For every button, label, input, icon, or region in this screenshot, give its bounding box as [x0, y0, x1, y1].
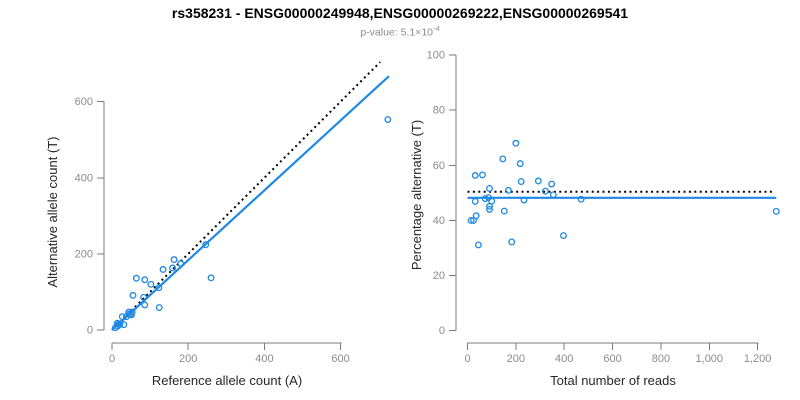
scatter-point	[486, 184, 493, 192]
scatter-point	[471, 172, 479, 179]
scatter-point	[177, 259, 185, 267]
right-x-axis-label: Total number of reads	[550, 373, 676, 388]
scatter-point	[486, 205, 493, 213]
scatter-point	[504, 186, 512, 194]
scatter-point	[772, 207, 780, 215]
fit-line	[111, 75, 390, 331]
scatter-point	[534, 177, 542, 185]
scatter-point	[132, 274, 140, 282]
scatter-point	[140, 293, 148, 301]
left-plot: 0 200 400 600 0 200 400 600	[75, 61, 392, 365]
x-tick-label: 200	[179, 353, 197, 365]
y-tick-label: 40	[433, 215, 445, 227]
x-tick-label: 400	[255, 353, 273, 365]
x-tick-label: 0	[464, 353, 470, 365]
x-tick-label: 0	[109, 353, 115, 365]
scatter-point	[202, 241, 210, 249]
left-y-axis-label: Alternative allele count (T)	[45, 136, 60, 287]
scatter-point	[474, 241, 482, 249]
scatter-point	[499, 155, 507, 163]
y-tick-label: 0	[87, 325, 93, 337]
p-value-exponent: -4	[433, 24, 440, 33]
scatter-point	[549, 191, 557, 199]
y-tick-label: 80	[433, 105, 445, 117]
scatter-point	[560, 232, 567, 240]
scatter-point	[520, 196, 528, 204]
p-value-text: p-value: 5.1×10	[360, 26, 433, 39]
identity-line	[111, 61, 381, 331]
scatter-point	[129, 291, 137, 299]
scatter-point	[467, 216, 475, 224]
left-x-axis-label: Reference allele count (A)	[152, 373, 302, 388]
scatter-point	[170, 256, 178, 264]
scatter-point	[508, 238, 516, 246]
right-y-axis-label: Percentage alternative (T)	[409, 120, 424, 270]
y-tick-label: 60	[433, 160, 445, 172]
scatter-point	[141, 301, 149, 309]
scatter-point	[548, 180, 556, 188]
x-tick-label: 800	[652, 353, 670, 365]
scatter-point	[541, 187, 549, 195]
right-plot: 0 20 40 60 80 100 0 200 400 600 800 1,000 1,200	[427, 50, 780, 365]
x-tick-label: 600	[603, 353, 621, 365]
x-tick-label: 1,200	[744, 353, 772, 365]
scatter-point	[512, 139, 520, 147]
y-tick-label: 200	[75, 248, 93, 260]
y-tick-label: 20	[433, 270, 445, 282]
scatter-point	[116, 320, 124, 328]
y-tick-label: 400	[75, 172, 93, 184]
scatter-point	[141, 276, 149, 284]
x-tick-label: 400	[555, 353, 573, 365]
scatter-point	[516, 160, 524, 168]
scatter-point	[488, 197, 496, 205]
scatter-point	[118, 313, 126, 321]
scatter-point	[577, 195, 585, 203]
x-tick-label: 1,000	[696, 353, 724, 365]
scatter-point	[517, 178, 525, 185]
scatter-point	[147, 280, 155, 288]
y-tick-label: 0	[439, 325, 445, 337]
scatter-point	[169, 264, 177, 272]
x-tick-label: 200	[507, 353, 525, 365]
scatter-point	[128, 308, 136, 316]
scatter-point	[384, 116, 392, 123]
p-value-subtitle: p-value: 5.1×10-4	[0, 24, 800, 39]
scatter-point	[479, 171, 486, 179]
scatter-point	[155, 304, 163, 311]
scatter-point	[207, 274, 215, 282]
x-tick-label: 600	[331, 353, 349, 365]
scatter-point	[481, 195, 489, 203]
scatter-point	[500, 207, 508, 215]
scatter-point	[159, 266, 167, 273]
scatter-point	[472, 212, 480, 220]
y-tick-label: 600	[75, 96, 93, 108]
scatter-point	[471, 197, 479, 205]
figure-title: rs358231 - ENSG00000249948,ENSG000002692…	[171, 5, 629, 21]
scatter-point	[155, 284, 163, 292]
y-tick-label: 100	[427, 50, 445, 62]
scatter-point	[120, 321, 128, 329]
